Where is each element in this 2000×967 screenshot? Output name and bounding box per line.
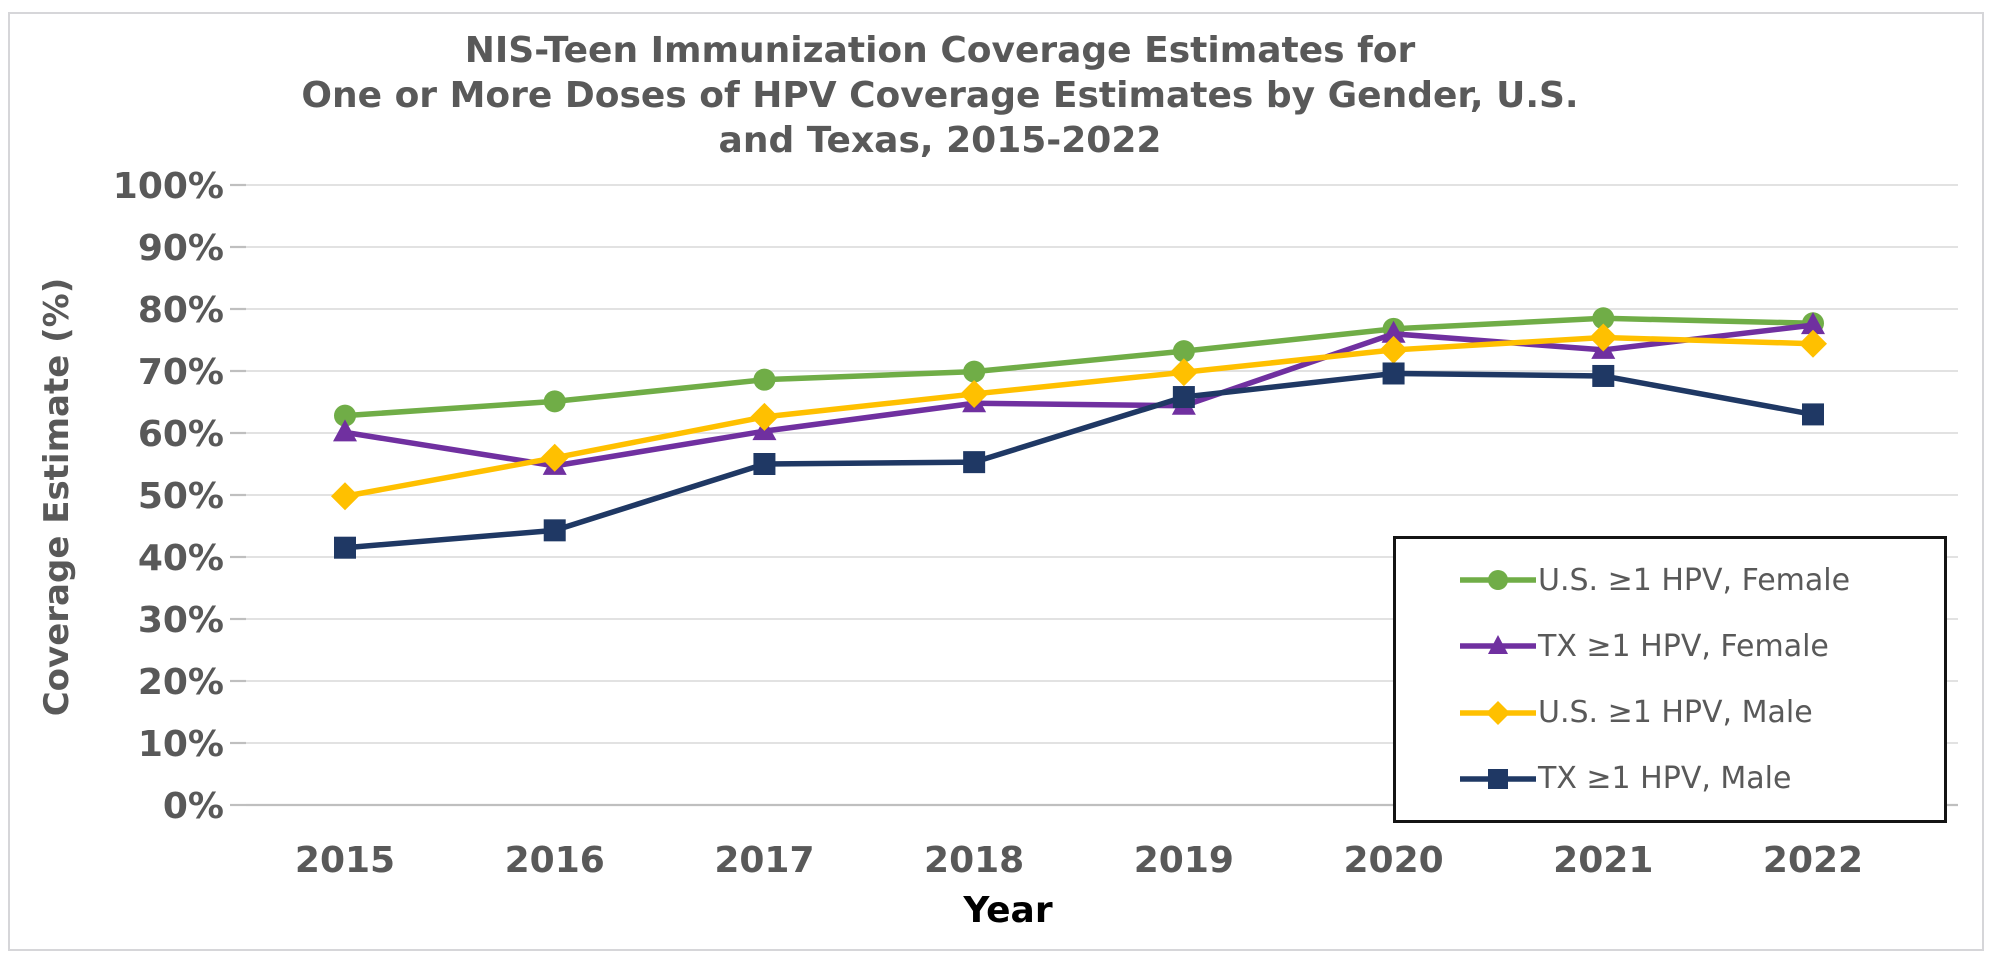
x-tick-label: 2018 xyxy=(924,840,1024,881)
y-axis-title: Coverage Estimate (%) xyxy=(37,277,77,717)
data-point-marker xyxy=(540,443,569,472)
chart-title: NIS-Teen Immunization Coverage Estimates… xyxy=(10,28,1870,163)
data-point-marker xyxy=(1172,340,1195,363)
x-axis-title: Year xyxy=(963,890,1053,931)
data-point-marker xyxy=(1799,329,1827,358)
y-tick-label: 60% xyxy=(138,414,224,455)
legend-label: TX ≥1 HPV, Female xyxy=(1538,628,1829,664)
legend-line-circle-icon xyxy=(1460,570,1536,591)
data-point-marker xyxy=(1169,358,1198,387)
data-point-marker xyxy=(1172,386,1195,409)
data-point-marker xyxy=(750,402,779,431)
diamond-icon xyxy=(1486,700,1510,725)
chart-title-line-3: and Texas, 2015-2022 xyxy=(718,120,1162,161)
legend-item-tx-female: TX ≥1 HPV, Female xyxy=(1460,629,1944,664)
data-point-marker xyxy=(1801,312,1825,335)
data-point-marker xyxy=(334,536,356,559)
y-tick-label: 30% xyxy=(138,600,224,641)
data-point-marker xyxy=(1592,364,1615,387)
legend-item-us-male: U.S. ≥1 HPV, Male xyxy=(1460,695,1944,730)
data-point-marker xyxy=(543,519,566,542)
series-4 xyxy=(334,362,1824,559)
triangle-icon xyxy=(1488,635,1508,655)
legend-label: U.S. ≥1 HPV, Male xyxy=(1538,695,1813,731)
data-point-marker xyxy=(753,368,776,391)
data-point-marker xyxy=(1381,320,1406,343)
data-point-marker xyxy=(753,453,776,475)
y-tick-label: 80% xyxy=(138,290,224,331)
data-point-marker xyxy=(1589,323,1618,352)
y-tick-label: 90% xyxy=(138,228,224,269)
y-tick-label: 70% xyxy=(138,352,224,393)
x-tick-label: 2021 xyxy=(1553,840,1653,881)
y-tick-label: 100% xyxy=(113,166,224,207)
x-tick-label: 2017 xyxy=(714,840,814,881)
data-point-marker xyxy=(963,360,986,383)
legend-item-tx-male: TX ≥1 HPV, Male xyxy=(1460,761,1944,796)
data-point-marker xyxy=(543,390,566,413)
data-point-marker xyxy=(1382,362,1405,385)
legend-line-diamond-icon xyxy=(1460,700,1536,725)
y-tick-label: 50% xyxy=(138,476,224,517)
x-tick-label: 2019 xyxy=(1134,840,1234,881)
legend: U.S. ≥1 HPV, Female TX ≥1 HPV, Female U.… xyxy=(1393,536,1947,823)
series-3 xyxy=(331,323,1827,511)
circle-icon xyxy=(1488,570,1508,591)
series-1 xyxy=(334,307,1824,427)
chart-title-line-2: One or More Doses of HPV Coverage Estima… xyxy=(301,75,1579,116)
data-point-marker xyxy=(1592,307,1615,330)
x-tick-label: 2020 xyxy=(1343,840,1443,881)
y-tick-label: 0% xyxy=(163,786,224,827)
square-icon xyxy=(1488,768,1508,789)
x-tick-label: 2016 xyxy=(505,840,605,881)
data-point-marker xyxy=(960,379,989,408)
y-tick-label: 10% xyxy=(138,724,224,765)
chart-title-line-1: NIS-Teen Immunization Coverage Estimates… xyxy=(464,30,1416,71)
series-line xyxy=(342,322,1816,469)
series-line xyxy=(342,315,1816,419)
data-point-marker xyxy=(334,404,356,427)
x-tick-label: 2022 xyxy=(1763,840,1863,881)
data-point-marker xyxy=(1802,403,1824,426)
legend-label: U.S. ≥1 HPV, Female xyxy=(1538,562,1851,598)
data-point-marker xyxy=(333,419,357,442)
legend-line-triangle-icon xyxy=(1460,635,1536,655)
y-tick-label: 20% xyxy=(138,662,224,703)
legend-line-square-icon xyxy=(1460,768,1536,789)
data-point-marker xyxy=(1379,335,1408,364)
x-tick-label: 2015 xyxy=(295,840,395,881)
data-point-marker xyxy=(331,482,359,511)
y-tick-label: 40% xyxy=(138,538,224,579)
legend-item-us-female: U.S. ≥1 HPV, Female xyxy=(1460,563,1944,598)
legend-label: TX ≥1 HPV, Male xyxy=(1538,761,1792,797)
series-line xyxy=(342,370,1816,551)
data-point-marker xyxy=(963,451,986,474)
series-line xyxy=(342,334,1816,499)
